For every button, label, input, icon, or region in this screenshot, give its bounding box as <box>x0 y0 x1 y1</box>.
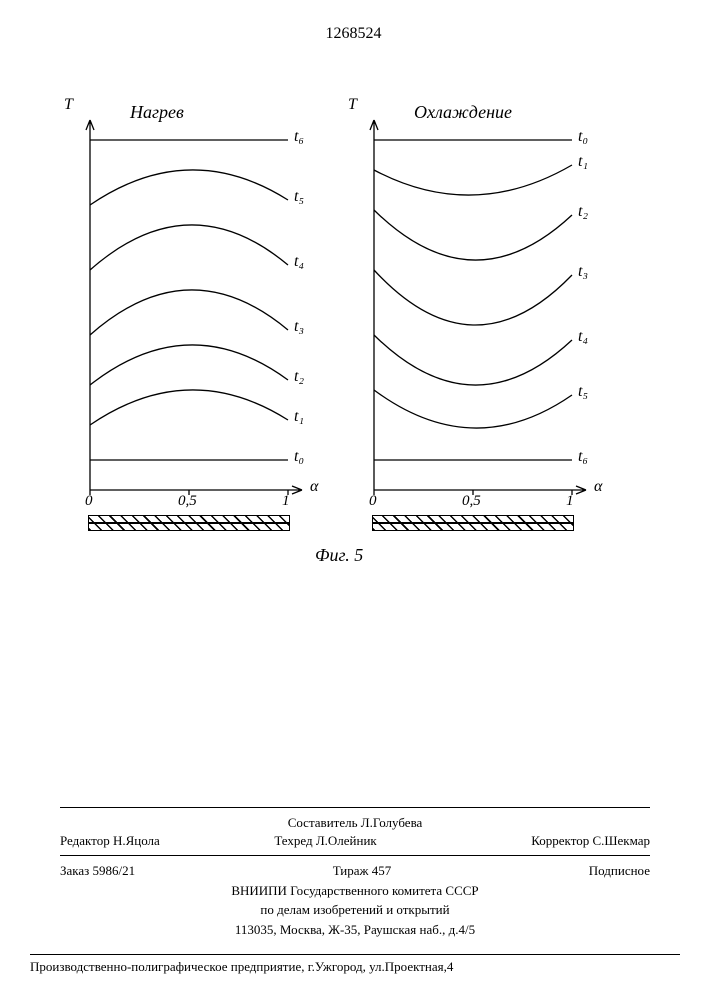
curve-label: t₂ <box>294 368 304 386</box>
curve-label: t₃ <box>578 263 588 281</box>
cooling-plot <box>354 110 594 510</box>
document-number: 1268524 <box>0 25 707 43</box>
tick-0-right: 0 <box>369 493 377 510</box>
hatched-bar-left <box>88 515 290 531</box>
cooling-chart: T Охлаждение α 0 0,5 1 t₀t₁t₂t₃t₄t₅t₆ <box>354 110 624 510</box>
heating-chart: T Нагрев α 0 0,5 1 t₆t₅t₄t₃t₂t₁t₀ <box>70 110 340 510</box>
hatched-bar-right <box>372 515 574 531</box>
tirazh: Тираж 457 <box>333 862 392 880</box>
footer: Производственно-полиграфическое предприя… <box>30 950 680 975</box>
curve-label: t₃ <box>294 318 304 336</box>
curve-label: t₆ <box>294 128 304 146</box>
curve-label: t₂ <box>578 203 588 221</box>
curve-label: t₅ <box>294 188 304 206</box>
tick-1-right: 1 <box>566 493 574 510</box>
curve-label: t₁ <box>294 408 304 426</box>
figure-caption: Фиг. 5 <box>315 545 363 566</box>
order: Заказ 5986/21 <box>60 862 135 880</box>
heating-title: Нагрев <box>130 102 184 123</box>
tick-1-left: 1 <box>282 493 290 510</box>
curve-label: t₅ <box>578 383 588 401</box>
footer-text: Производственно-полиграфическое предприя… <box>30 959 453 974</box>
x-symbol-right: α <box>594 478 602 496</box>
subscription: Подписное <box>589 862 650 880</box>
cooling-title: Охлаждение <box>414 102 512 123</box>
corrector: Корректор С.Шекмар <box>531 832 650 850</box>
y-axis-label-right: T <box>348 96 357 114</box>
tick-05-right: 0,5 <box>462 493 481 510</box>
curve-label: t₄ <box>294 253 304 271</box>
curve-label: t₆ <box>578 448 588 466</box>
figure-5-charts: T Нагрев α 0 0,5 1 t₆t₅t₄t₃t₂t₁t₀ T Охла… <box>70 110 630 510</box>
curve-label: t₀ <box>578 128 588 146</box>
org2: по делам изобретений и открытий <box>60 901 650 919</box>
address: 113035, Москва, Ж-35, Раушская наб., д.4… <box>60 921 650 939</box>
editor: Редактор Н.Яцола <box>60 832 160 850</box>
compiler: Составитель Л.Голубева <box>60 814 650 832</box>
tick-0-left: 0 <box>85 493 93 510</box>
curve-label: t₄ <box>578 328 588 346</box>
colophon-block: Составитель Л.Голубева Редактор Н.Яцола … <box>60 801 650 938</box>
heating-plot <box>70 110 310 510</box>
x-symbol-left: α <box>310 478 318 496</box>
y-axis-label: T <box>64 96 73 114</box>
tick-05-left: 0,5 <box>178 493 197 510</box>
curve-label: t₁ <box>578 153 588 171</box>
techred: Техред Л.Олейник <box>274 832 376 850</box>
curve-label: t₀ <box>294 448 304 466</box>
org1: ВНИИПИ Государственного комитета СССР <box>60 882 650 900</box>
